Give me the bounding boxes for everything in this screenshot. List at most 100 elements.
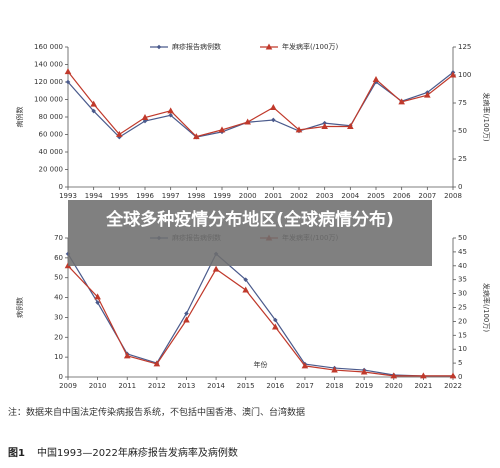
point: [270, 103, 277, 110]
point: [420, 372, 427, 379]
caption-text: 中国1993—2022年麻疹报告发病率及病例数: [36, 448, 238, 459]
x-tick-label: 2017: [296, 382, 314, 390]
point: [193, 133, 200, 140]
x-tick-label: 1998: [187, 192, 205, 200]
y-tick-label: 100 000: [34, 96, 63, 104]
point: [212, 265, 220, 272]
point: [167, 107, 174, 114]
point: [272, 323, 279, 330]
point: [168, 112, 173, 118]
y-axis-label: 病例数: [15, 297, 24, 318]
x-tick-label: 1997: [162, 192, 180, 200]
series-line: [67, 71, 454, 138]
point: [218, 126, 226, 133]
y-tick-label: 0: [59, 183, 63, 191]
point: [271, 117, 276, 123]
x-tick-label: 2010: [89, 382, 107, 390]
x-tick-label: 1996: [136, 192, 154, 200]
y2-tick-label: 0: [458, 183, 462, 191]
x-tick-label: 2007: [418, 192, 436, 200]
point: [360, 368, 368, 375]
x-tick-label: 1999: [213, 192, 231, 200]
x-tick-label: 1994: [85, 192, 103, 200]
series-line: [67, 252, 453, 377]
y-tick-label: 160 000: [34, 43, 63, 51]
x-tick-label: 2003: [316, 192, 334, 200]
point: [321, 123, 328, 130]
point: [243, 277, 248, 282]
y-tick-label: 120 000: [34, 78, 63, 86]
point: [91, 108, 96, 114]
x-tick-label: 2014: [207, 382, 225, 390]
legend-label: 麻疹报告病例数: [172, 42, 221, 51]
note: 注：数据来自中国法定传染病报告系统，不包括中国香港、澳门、台湾数据: [8, 408, 306, 418]
y-tick-label: 0: [59, 373, 63, 381]
y2-tick-label: 5: [458, 359, 462, 367]
y-axis-label: 病例数: [15, 107, 24, 128]
x-tick-label: 2001: [264, 192, 282, 200]
y-tick-label: 140 000: [34, 61, 63, 69]
y2-tick-label: 15: [458, 331, 467, 339]
x-axis-label: 年份: [254, 360, 268, 369]
x-tick-label: 2008: [444, 192, 462, 200]
y2-tick-label: 75: [458, 99, 467, 107]
x-tick-label: 2013: [178, 382, 196, 390]
y2-tick-label: 40: [458, 262, 467, 270]
y-tick-label: 20 000: [39, 166, 64, 174]
x-tick-label: 2015: [237, 382, 255, 390]
point: [65, 79, 71, 85]
y2-axis-label: 发病率(/100万): [482, 283, 491, 332]
y-tick-label: 20: [54, 333, 63, 341]
x-tick-label: 2009: [59, 382, 77, 390]
point: [331, 366, 338, 373]
y-tick-label: 70: [54, 234, 63, 242]
legend-marker: [156, 44, 162, 50]
x-tick-label: 2011: [118, 382, 136, 390]
y-tick-label: 40 000: [39, 148, 64, 156]
point: [184, 311, 189, 316]
y2-tick-label: 35: [458, 276, 467, 284]
y2-tick-label: 45: [458, 248, 467, 256]
point: [347, 123, 354, 130]
y-tick-label: 60: [54, 254, 63, 262]
y2-tick-label: 30: [458, 290, 467, 298]
y-tick-label: 40: [54, 294, 63, 302]
point: [95, 300, 100, 305]
point: [90, 100, 97, 107]
x-tick-label: 2004: [341, 192, 359, 200]
banner: 全球多种疫情分布地区(全球病情分布): [68, 200, 432, 266]
x-tick-label: 2000: [239, 192, 257, 200]
point: [372, 75, 380, 82]
x-tick-label: 2018: [326, 382, 344, 390]
point: [153, 360, 161, 367]
y2-tick-label: 25: [458, 304, 467, 312]
point: [449, 372, 457, 379]
point: [390, 372, 398, 379]
y2-axis-label: 发病率(/100万): [482, 92, 491, 141]
y2-tick-label: 100: [458, 71, 471, 79]
legend-marker: [265, 43, 273, 50]
x-tick-label: 1993: [59, 192, 77, 200]
point: [116, 130, 123, 137]
y2-tick-label: 50: [458, 127, 467, 135]
point: [301, 362, 309, 369]
point: [123, 352, 131, 359]
point: [64, 68, 72, 75]
y-tick-label: 60 000: [39, 131, 64, 139]
series-line: [67, 265, 453, 377]
x-tick-label: 2012: [148, 382, 166, 390]
y2-tick-label: 0: [458, 373, 462, 381]
point: [273, 317, 278, 323]
y2-tick-label: 10: [458, 345, 467, 353]
x-tick-label: 2019: [355, 382, 373, 390]
x-tick-label: 2016: [266, 382, 284, 390]
x-tick-label: 2005: [367, 192, 385, 200]
point: [242, 286, 249, 293]
caption-label: 图1: [8, 448, 25, 459]
point: [449, 71, 457, 78]
x-tick-label: 1995: [110, 192, 128, 200]
y2-tick-label: 25: [458, 155, 467, 163]
y-tick-label: 80 000: [39, 113, 64, 121]
x-tick-label: 2021: [414, 382, 432, 390]
